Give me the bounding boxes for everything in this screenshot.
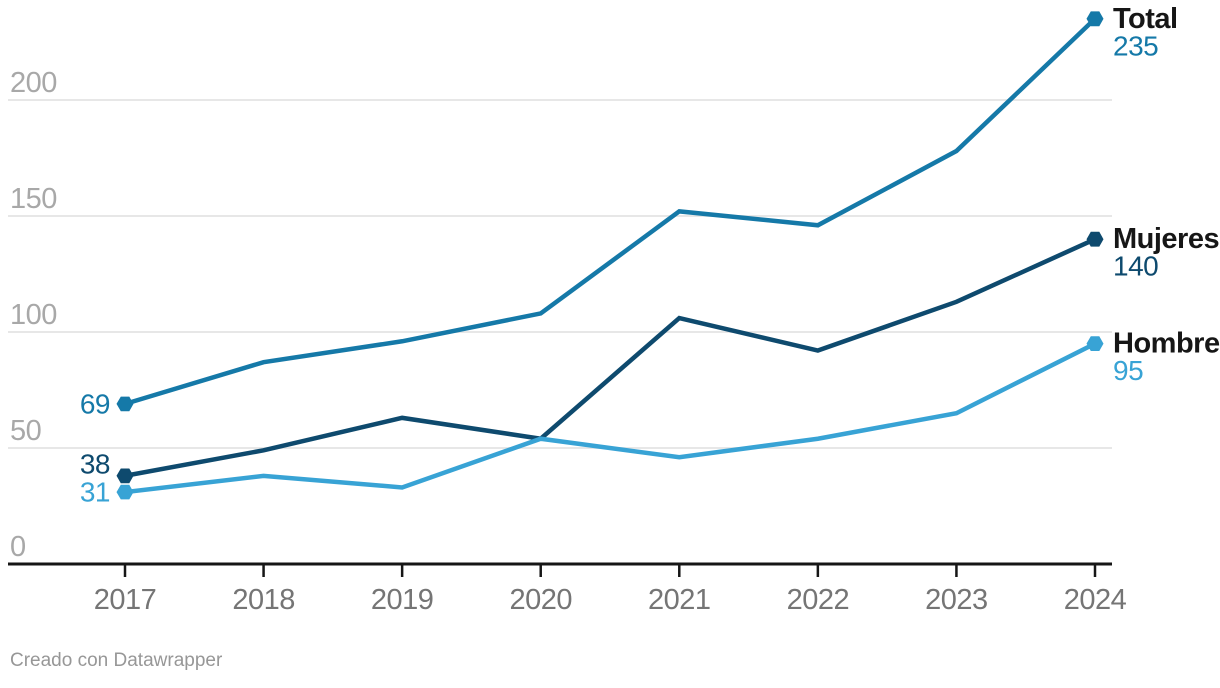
x-tick-label: 2020 — [509, 584, 572, 616]
y-tick-label: 100 — [10, 299, 57, 331]
series-line-mujeres — [124, 237, 1096, 479]
x-tick-label: 2021 — [648, 584, 711, 616]
y-tick-label: 50 — [10, 415, 41, 447]
y-tick-label: 0 — [10, 531, 26, 563]
chart-canvas: 0 50 100 150 200 2017 2018 2019 2020 2021 2022 2023… — [8, 3, 1220, 616]
x-tick-label: 2023 — [925, 584, 988, 616]
footer-credit: Creado con Datawrapper — [10, 650, 223, 671]
series-line-hombres — [124, 341, 1097, 495]
series-end-value-mujeres: 140 — [1113, 251, 1158, 282]
series-start-marker-total — [116, 396, 134, 412]
series-end-marker-hombres — [1086, 336, 1104, 351]
series-start-value-hombres: 31 — [80, 477, 110, 508]
series-end-name-total: Total — [1113, 3, 1178, 35]
series-end-name-mujeres: Mujeres — [1113, 223, 1219, 255]
x-tick-label: 2018 — [232, 584, 295, 616]
series-start-marker-mujeres — [116, 468, 134, 484]
series-line-total — [124, 17, 1097, 407]
y-tick-label: 150 — [10, 183, 57, 215]
x-tick-label: 2019 — [371, 584, 434, 616]
x-tick-label: 2022 — [787, 584, 850, 616]
series-start-marker-hombres — [116, 484, 134, 500]
series-end-name-hombres: Hombres — [1113, 328, 1220, 360]
series-end-value-total: 235 — [1113, 30, 1158, 61]
series-end-value-hombres: 95 — [1113, 355, 1143, 386]
series-start-value-mujeres: 38 — [80, 449, 110, 480]
series-end-marker-mujeres — [1086, 231, 1104, 247]
x-tick-label: 2017 — [94, 584, 157, 616]
y-tick-label: 200 — [10, 67, 57, 99]
series-start-value-total: 69 — [80, 388, 110, 419]
series-end-marker-total — [1086, 11, 1104, 27]
x-tick-label: 2024 — [1064, 584, 1127, 616]
